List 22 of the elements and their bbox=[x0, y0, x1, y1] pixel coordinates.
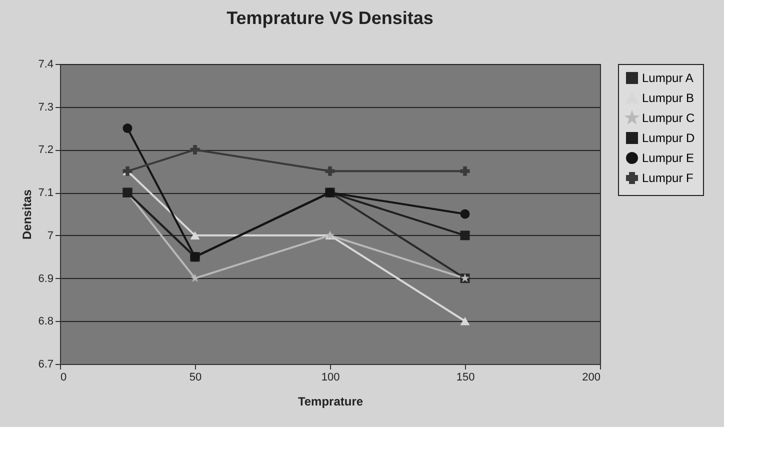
legend-label: Lumpur B bbox=[642, 91, 694, 105]
y-axis-title: Densitas bbox=[20, 189, 34, 240]
legend-label: Lumpur A bbox=[642, 71, 694, 85]
y-tick-label: 6.8 bbox=[38, 316, 54, 328]
x-tick-label: 150 bbox=[456, 372, 475, 384]
y-tick-label: 7.3 bbox=[38, 101, 54, 114]
chart-title: Temprature VS Densitas bbox=[226, 8, 434, 28]
y-tick-label: 6.7 bbox=[38, 358, 54, 370]
y-tick-label: 7.4 bbox=[38, 58, 54, 70]
x-axis-title: Temprature bbox=[298, 394, 364, 408]
x-tick-label: 200 bbox=[582, 372, 600, 384]
legend-label: Lumpur F bbox=[642, 171, 694, 185]
y-tick-label: 7.2 bbox=[38, 144, 54, 156]
y-tick-label: 7 bbox=[47, 230, 54, 242]
y-tick-label: 6.9 bbox=[38, 272, 54, 285]
legend-label: Lumpur E bbox=[642, 151, 694, 165]
x-tick-label: 0 bbox=[60, 372, 67, 384]
x-tick-label: 100 bbox=[321, 372, 340, 384]
legend-label: Lumpur D bbox=[642, 131, 696, 145]
legend-label: Lumpur C bbox=[642, 111, 696, 125]
y-tick-label: 7.1 bbox=[38, 187, 54, 200]
x-tick-label: 50 bbox=[189, 372, 202, 384]
